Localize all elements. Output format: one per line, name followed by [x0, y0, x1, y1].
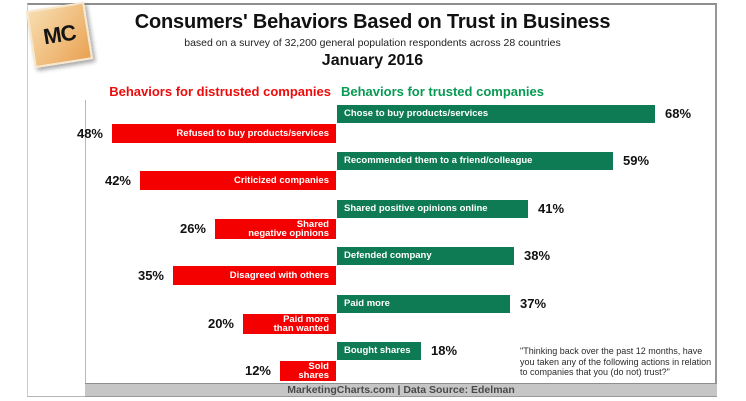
distrusted-bar: Paid more than wanted — [243, 314, 336, 334]
distrusted-bar-value: 12% — [244, 363, 271, 378]
trusted-bar-label: Chose to buy products/services — [344, 108, 489, 120]
trusted-bar-label: Paid more — [344, 298, 390, 310]
footer-bar: MarketingCharts.com | Data Source: Edelm… — [85, 383, 717, 397]
trusted-bar-value: 18% — [431, 343, 458, 358]
distrusted-bar: Sold shares — [280, 361, 336, 381]
distrusted-bar: Criticized companies — [140, 171, 336, 190]
distrusted-bar-value: 42% — [104, 173, 131, 188]
trusted-bar: Bought shares — [337, 342, 421, 360]
footer-text: MarketingCharts.com | Data Source: Edelm… — [287, 384, 515, 396]
distrusted-bar: Disagreed with others — [173, 266, 336, 285]
trusted-bar-label: Shared positive opinions online — [344, 203, 488, 215]
trusted-bar: Paid more — [337, 295, 510, 313]
trusted-bar-value: 37% — [520, 296, 547, 311]
distrusted-bar-value: 48% — [76, 126, 103, 141]
trusted-bar-value: 59% — [623, 153, 650, 168]
distrusted-bar-label: Refused to buy products/services — [176, 127, 329, 139]
legend-trusted-label: Behaviors for trusted companies — [341, 84, 544, 99]
trusted-bar: Chose to buy products/services — [337, 105, 655, 123]
trusted-bar-label: Bought shares — [344, 345, 411, 357]
distrusted-bar-label: Shared negative opinions — [248, 218, 329, 239]
trusted-bar-label: Defended company — [344, 250, 432, 262]
distrusted-bar: Shared negative opinions — [215, 219, 336, 239]
plot-left-border — [85, 100, 86, 383]
distrusted-bar-label: Disagreed with others — [229, 269, 329, 281]
trusted-bar-value: 68% — [665, 106, 692, 121]
trusted-bar: Recommended them to a friend/colleague — [337, 152, 613, 170]
distrusted-bar: Refused to buy products/services — [112, 124, 336, 143]
distrusted-bar-value: 20% — [207, 316, 234, 331]
chart-subtitle: based on a survey of 32,200 general popu… — [184, 37, 561, 49]
distrusted-bar-value: 35% — [137, 268, 164, 283]
survey-question-note: "Thinking back over the past 12 months, … — [520, 346, 712, 377]
distrusted-bar-label: Sold shares — [298, 360, 329, 381]
trusted-bar-value: 38% — [524, 248, 551, 263]
trusted-bar: Defended company — [337, 247, 514, 265]
legend-distrusted-label: Behaviors for distrusted companies — [109, 84, 331, 99]
distrusted-bar-value: 26% — [179, 221, 206, 236]
distrusted-bar-label: Criticized companies — [233, 174, 329, 186]
distrusted-bar-label: Paid more than wanted — [273, 313, 329, 334]
trusted-bar-label: Recommended them to a friend/colleague — [344, 155, 533, 167]
chart-date: January 2016 — [321, 52, 424, 69]
trusted-bar-value: 41% — [538, 201, 565, 216]
bars-area: Chose to buy products/services 68% Refused… — [77, 105, 716, 383]
trusted-bar: Shared positive opinions online — [337, 200, 528, 218]
chart-title: Consumers' Behaviors Based on Trust in B… — [134, 11, 611, 33]
